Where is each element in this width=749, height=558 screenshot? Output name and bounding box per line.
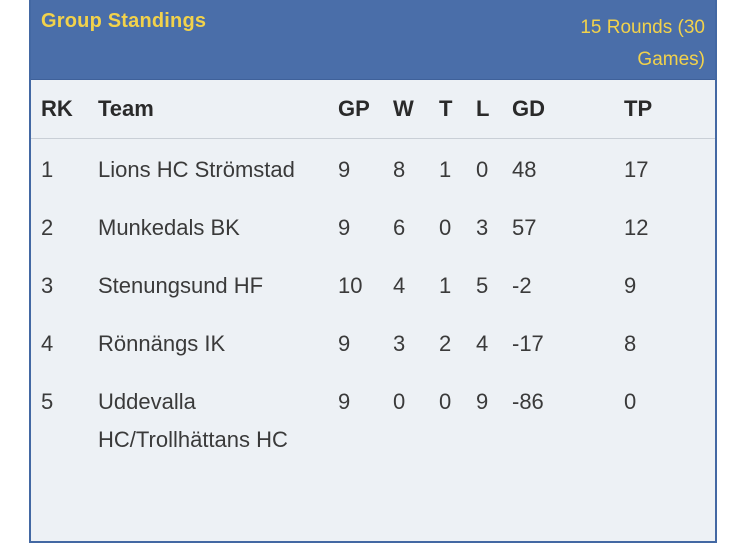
col-goal-difference[interactable]: GD	[512, 80, 624, 139]
team-cell: Stenungsund HF	[98, 273, 264, 298]
w-cell: 0	[393, 389, 406, 414]
standings-card: Group Standings 15 Rounds (30 Games) RK …	[29, 0, 717, 543]
rank-cell: 3	[41, 273, 54, 298]
team-cell: Uddevalla HC/Trollhättans HC	[98, 389, 288, 452]
table-header-row: RK Team GP W T L GD TP	[31, 80, 715, 139]
l-cell: 0	[476, 157, 489, 182]
rounds-info: 15 Rounds (30 Games)	[580, 17, 705, 70]
rank-cell: 5	[41, 389, 54, 414]
tp-cell: 8	[624, 331, 637, 356]
col-games-played[interactable]: GP	[338, 80, 393, 139]
l-cell: 3	[476, 215, 489, 240]
gd-cell: -17	[512, 331, 544, 356]
tp-cell: 12	[624, 215, 649, 240]
team-cell: Munkedals BK	[98, 215, 240, 240]
table-row: 2 Munkedals BK 9 6 0 3 57 12	[31, 197, 715, 255]
t-cell: 0	[439, 215, 452, 240]
col-team[interactable]: Team	[98, 80, 338, 139]
team-cell: Rönnängs IK	[98, 331, 226, 356]
standings-header: Group Standings 15 Rounds (30 Games)	[31, 0, 715, 80]
gp-cell: 9	[338, 215, 351, 240]
gd-cell: -2	[512, 273, 532, 298]
rank-cell: 1	[41, 157, 54, 182]
col-ties[interactable]: T	[439, 80, 476, 139]
table-row: 5 Uddevalla HC/Trollhättans HC 9 0 0 9 -…	[31, 371, 715, 467]
t-cell: 0	[439, 389, 452, 414]
rank-cell: 4	[41, 331, 54, 356]
col-wins[interactable]: W	[393, 80, 439, 139]
col-losses[interactable]: L	[476, 80, 512, 139]
t-cell: 1	[439, 157, 452, 182]
rank-cell: 2	[41, 215, 54, 240]
gp-cell: 9	[338, 331, 351, 356]
gd-cell: 48	[512, 157, 537, 182]
t-cell: 1	[439, 273, 452, 298]
w-cell: 4	[393, 273, 406, 298]
tp-cell: 0	[624, 389, 637, 414]
t-cell: 2	[439, 331, 452, 356]
l-cell: 5	[476, 273, 489, 298]
table-row: 1 Lions HC Strömstad 9 8 1 0 48 17	[31, 139, 715, 198]
w-cell: 6	[393, 215, 406, 240]
w-cell: 8	[393, 157, 406, 182]
col-rank[interactable]: RK	[31, 80, 98, 139]
gp-cell: 9	[338, 157, 351, 182]
table-row: 3 Stenungsund HF 10 4 1 5 -2 9	[31, 255, 715, 313]
col-total-points[interactable]: TP	[624, 80, 715, 139]
table-row: 4 Rönnängs IK 9 3 2 4 -17 8	[31, 313, 715, 371]
l-cell: 4	[476, 331, 489, 356]
gd-cell: -86	[512, 389, 544, 414]
gd-cell: 57	[512, 215, 537, 240]
tp-cell: 9	[624, 273, 637, 298]
standings-title: Group Standings	[41, 10, 207, 32]
gp-cell: 9	[338, 389, 351, 414]
gp-cell: 10	[338, 273, 363, 298]
team-cell: Lions HC Strömstad	[98, 157, 295, 182]
w-cell: 3	[393, 331, 406, 356]
l-cell: 9	[476, 389, 489, 414]
standings-table: RK Team GP W T L GD TP 1 Lions HC Ströms…	[31, 80, 715, 467]
tp-cell: 17	[624, 157, 649, 182]
